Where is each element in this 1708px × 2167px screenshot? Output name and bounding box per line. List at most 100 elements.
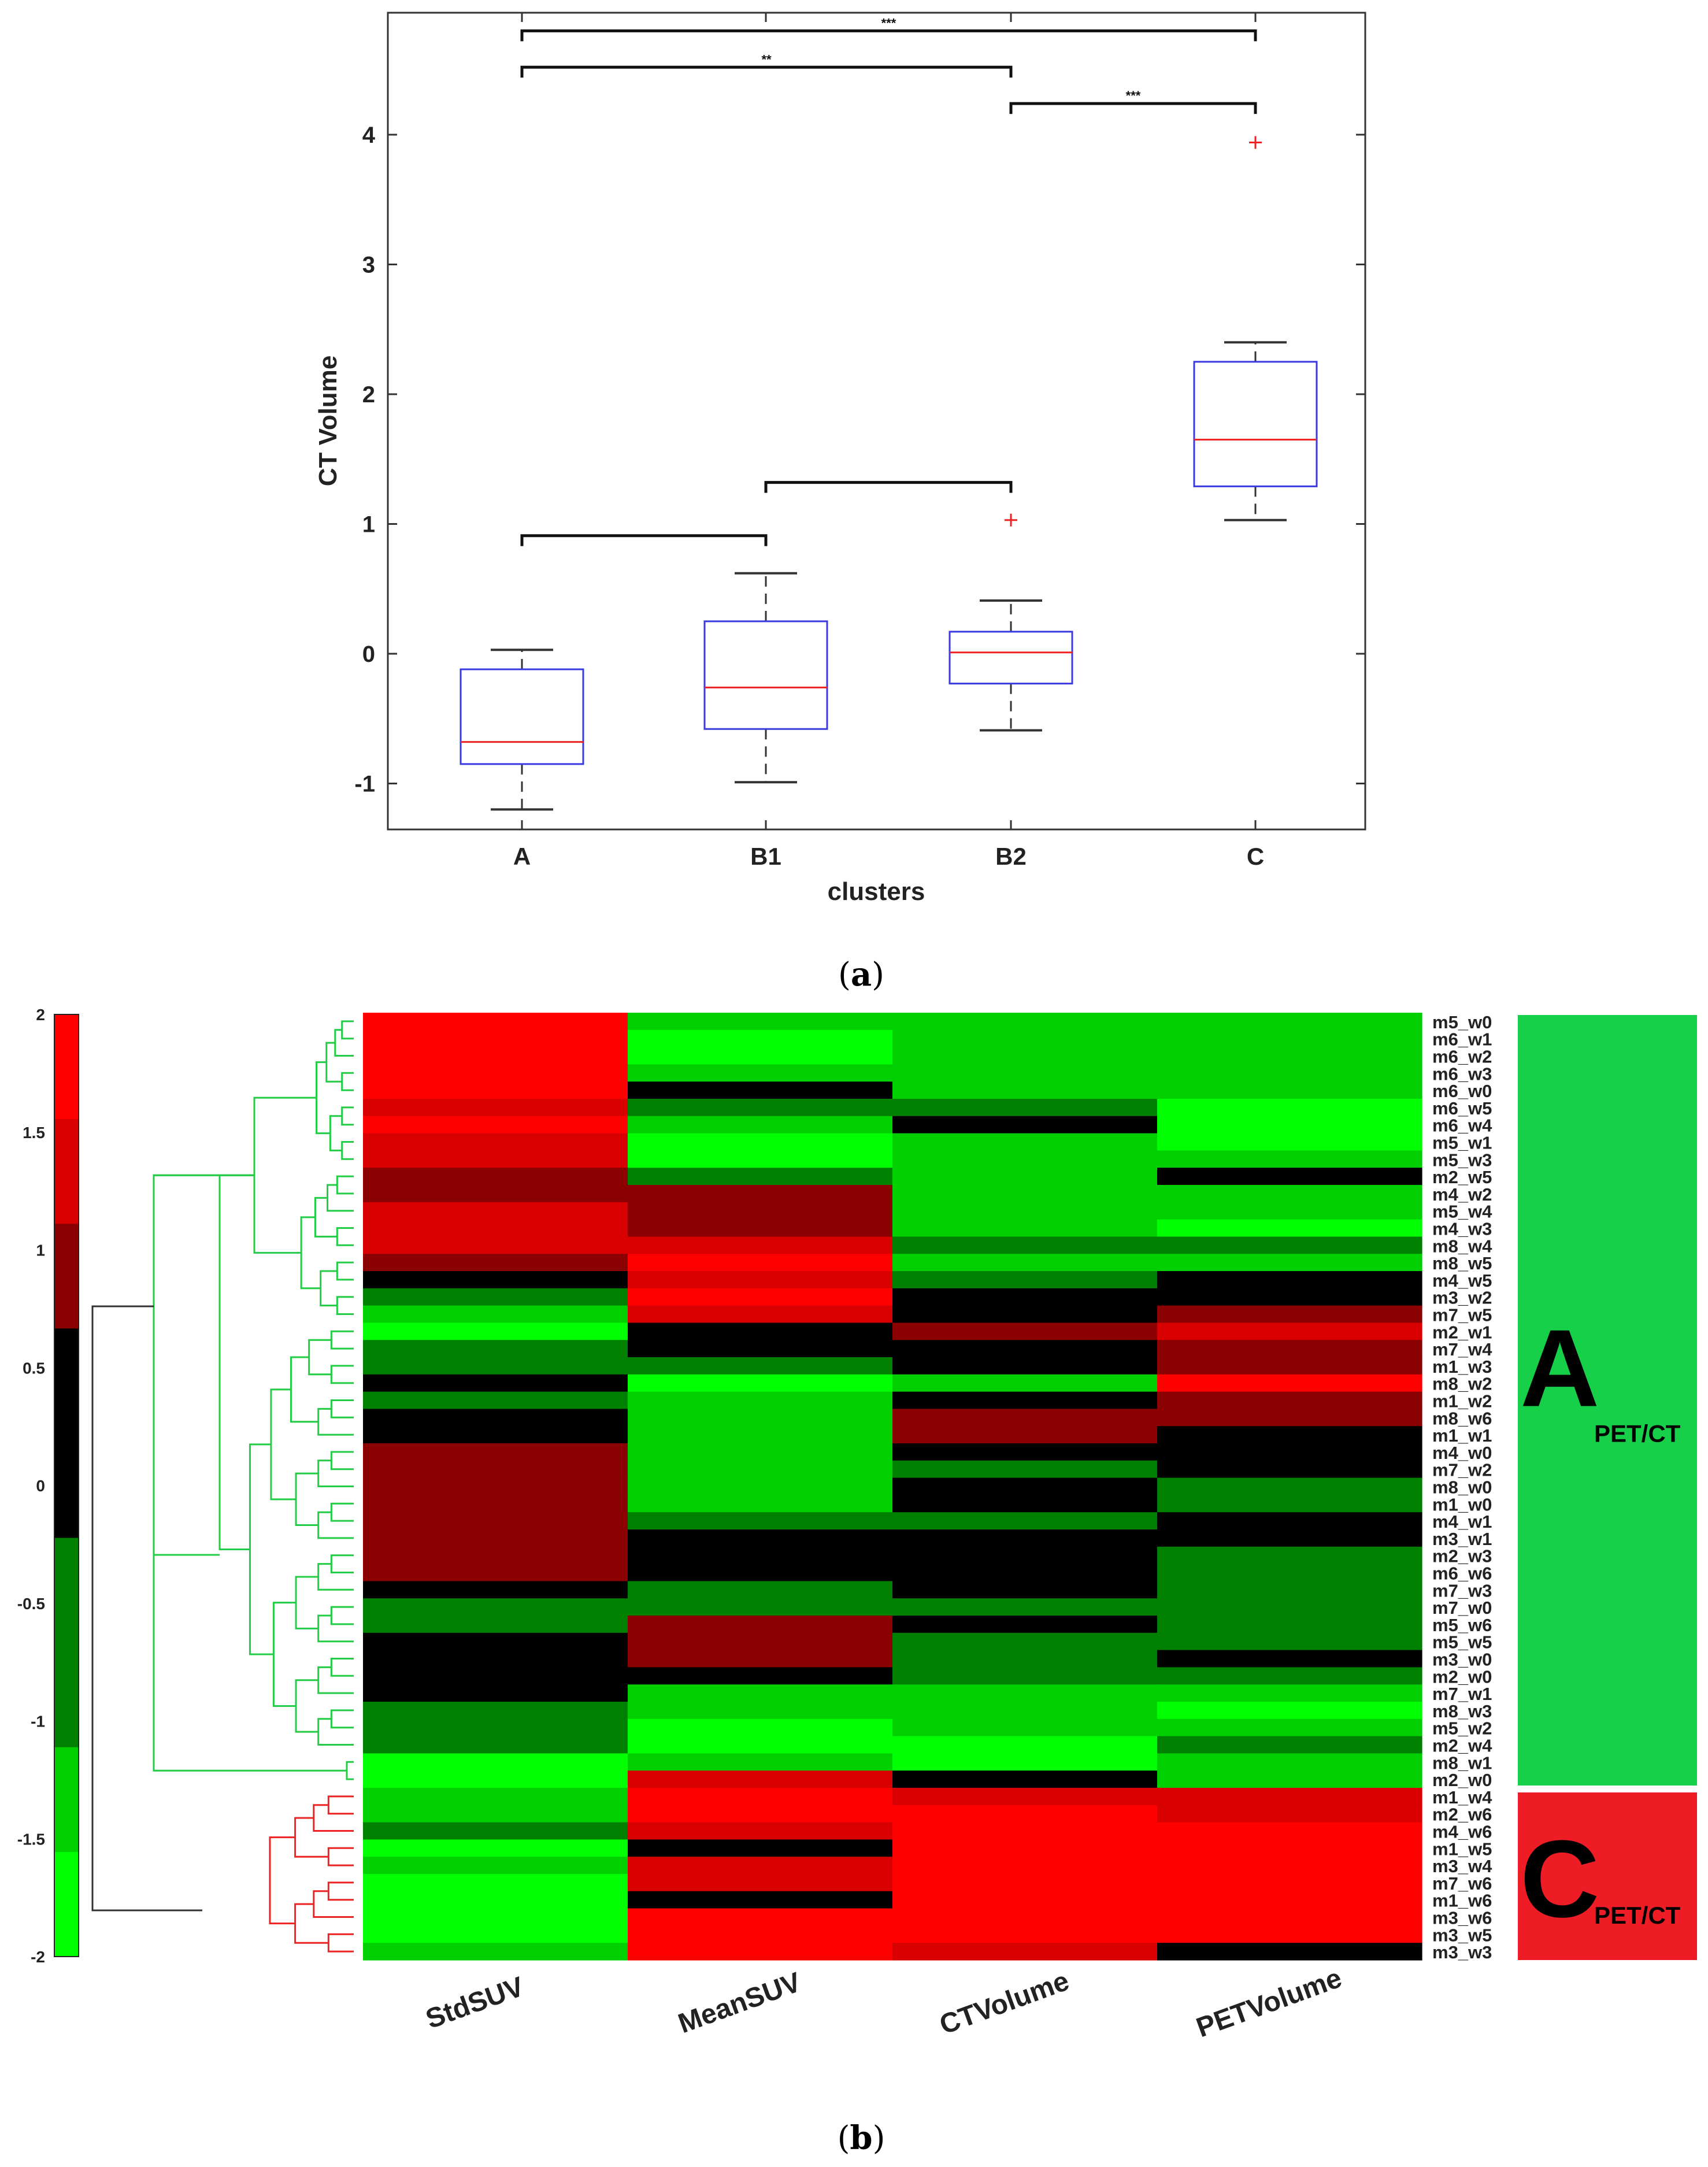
- heatmap-cell: [363, 1598, 628, 1616]
- heatmap-cell: [1157, 1168, 1422, 1186]
- heatmap-cell: [892, 1340, 1158, 1358]
- dendrogram-link: [330, 1606, 354, 1625]
- outlier-marker: [1005, 513, 1017, 527]
- heatmap-cell: [892, 1616, 1158, 1633]
- heatmap-cell: [1157, 1908, 1422, 1926]
- heatmap-cell: [892, 1029, 1158, 1048]
- heatmap-cell: [892, 1770, 1158, 1788]
- heatmap-cell: [892, 1925, 1158, 1943]
- row-label: m2_w5: [1432, 1167, 1492, 1187]
- heatmap-cell: [1157, 1323, 1422, 1340]
- heatmap-cell: [892, 1150, 1158, 1168]
- heatmap-cell: [363, 1616, 628, 1633]
- heatmap-cell: [892, 1891, 1158, 1909]
- column-labels: StdSUV MeanSUV CTVolume PETVolume: [422, 1963, 1346, 2044]
- heatmap-cell: [1157, 1029, 1422, 1048]
- heatmap-cell: [363, 1908, 628, 1926]
- heatmap-cell: [892, 1047, 1158, 1065]
- heatmap-cell: [628, 1632, 893, 1651]
- boxplot-y-ticks: -1 0 1 2 3 4: [354, 123, 1365, 797]
- colorbar-segment: [54, 1119, 79, 1224]
- heatmap-cell: [628, 1477, 893, 1495]
- row-label: m5_w2: [1432, 1718, 1492, 1739]
- heatmap-cell: [628, 1185, 893, 1203]
- heatmap-cell: [628, 1271, 893, 1289]
- heatmap-cell: [628, 1133, 893, 1151]
- heatmap-cell: [892, 1426, 1158, 1444]
- cluster-letter: A: [1520, 1307, 1599, 1430]
- heatmap-cell: [1157, 1925, 1422, 1943]
- dendrogram-link: [313, 1804, 354, 1832]
- colorbar-frame: [54, 1014, 79, 1957]
- heatmap-cell: [363, 1443, 628, 1461]
- box-iqr: [460, 668, 584, 765]
- row-label: m2_w4: [1432, 1736, 1492, 1756]
- heatmap-cell: [892, 1684, 1158, 1702]
- significance-brackets: ********: [520, 16, 1257, 546]
- heatmap-cell: [363, 1305, 628, 1323]
- heatmap-cell: [1157, 1702, 1422, 1720]
- cluster-subscript: PET/CT: [1594, 1902, 1681, 1929]
- heatmap-cell: [892, 1529, 1158, 1547]
- dendrogram-link: [341, 1141, 354, 1160]
- heatmap-cell: [1157, 1805, 1422, 1823]
- heatmap-cell: [628, 1029, 893, 1048]
- box-B1: [703, 572, 828, 784]
- cluster-subscript: PET/CT: [1594, 1420, 1681, 1447]
- heatmap-cell: [363, 1822, 628, 1840]
- colorbar-segment: [54, 1851, 79, 1957]
- heatmap-cell: [363, 1477, 628, 1495]
- dendrogram-link: [300, 1216, 321, 1290]
- dendrogram-link: [329, 1115, 342, 1151]
- heatmap-cell: [892, 1236, 1158, 1254]
- heatmap-cell: [892, 1874, 1158, 1892]
- heatmap-cell: [363, 1271, 628, 1289]
- row-label: m7_w2: [1432, 1460, 1492, 1480]
- colorbar-segment: [54, 1328, 79, 1434]
- dendrogram-link: [270, 1388, 297, 1501]
- row-label: m1_w3: [1432, 1357, 1492, 1377]
- row-label: m7_w5: [1432, 1305, 1492, 1325]
- heatmap-cell: [363, 1168, 628, 1186]
- heatmap-cell: [1157, 1116, 1422, 1134]
- dendrogram-link: [325, 1042, 342, 1083]
- heatmap-cell: [1157, 1305, 1422, 1323]
- significance-bracket: [520, 65, 1013, 78]
- cluster-bar: [1518, 1015, 1697, 1786]
- heatmap-cell: [628, 1908, 893, 1926]
- heatmap-cell: [1157, 1650, 1422, 1668]
- heatmap-cell: [363, 1632, 628, 1651]
- heatmap-cell: [628, 1168, 893, 1186]
- heatmap-cell: [628, 1391, 893, 1409]
- heatmap-cell: [363, 1581, 628, 1599]
- heatmap-cell: [363, 1219, 628, 1237]
- panel-letter-a: a: [851, 955, 872, 994]
- dendrogram-link: [327, 1933, 354, 1953]
- heatmap-cell: [363, 1943, 628, 1961]
- heatmap-cell: [628, 1047, 893, 1065]
- heatmap-cell: [628, 1064, 893, 1082]
- cluster-bar: [1518, 1792, 1697, 1960]
- heatmap-cell: [628, 1546, 893, 1565]
- column-label: MeanSUV: [675, 1967, 805, 2040]
- y-tick-label: -1: [354, 772, 375, 797]
- heatmap-cell: [363, 1323, 628, 1340]
- heatmap-cell: [1157, 1839, 1422, 1857]
- dendrogram-link: [341, 1020, 354, 1040]
- heatmap-cell: [892, 1495, 1158, 1513]
- row-label: m7_w4: [1432, 1339, 1492, 1360]
- heatmap-cell: [892, 1581, 1158, 1599]
- dendrogram-link: [317, 1511, 354, 1539]
- boxplot-y-axis-label: CT Volume: [314, 355, 342, 487]
- heatmap-cell: [628, 1357, 893, 1375]
- heatmap-cell: [1157, 1564, 1422, 1581]
- heatmap-cell: [628, 1219, 893, 1237]
- heatmap-cell: [363, 1099, 628, 1117]
- heatmap-cell: [363, 1254, 628, 1272]
- heatmap-cell: [363, 1185, 628, 1203]
- box-A: [460, 649, 584, 811]
- dendrogram-link: [153, 1174, 254, 1556]
- heatmap-cell: [892, 1702, 1158, 1720]
